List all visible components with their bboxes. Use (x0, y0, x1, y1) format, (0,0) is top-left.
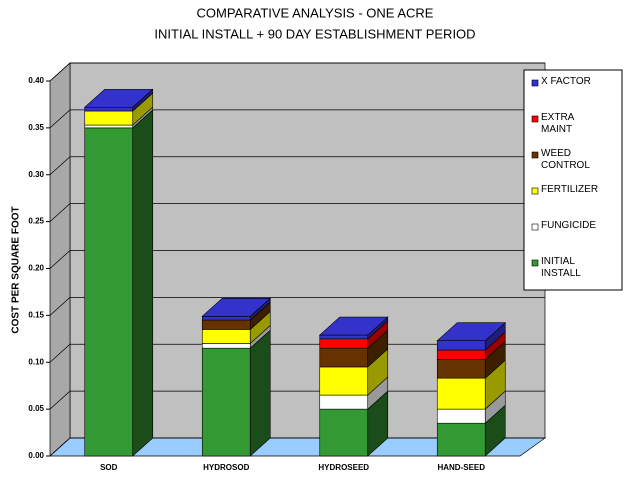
y-tick-label: 0.00 (28, 451, 44, 460)
legend-label: FUNGICIDE (541, 220, 596, 231)
legend-label-box: EXTRA MAINT (541, 112, 574, 135)
legend-swatch (531, 151, 539, 159)
bar-segment (84, 124, 134, 129)
bar-segment (436, 340, 486, 351)
grid-line (49, 109, 545, 129)
legend-label-box: FUNGICIDE (541, 220, 596, 231)
bar-segment (319, 394, 369, 410)
bar-segment (319, 347, 369, 368)
y-tick-label: 0.35 (28, 123, 44, 132)
bar-segment (319, 338, 369, 349)
grid-line (49, 203, 545, 222)
bar-segment (201, 329, 251, 344)
y-tick-label: 0.15 (28, 310, 44, 319)
bar-top (83, 88, 154, 108)
bar-segment (436, 359, 486, 379)
grid-line (49, 297, 545, 316)
bar-top (318, 316, 389, 336)
legend-swatch (531, 223, 539, 231)
legend-label: WEED CONTROL (541, 148, 590, 171)
bar-top (201, 298, 272, 317)
bar-segment (84, 110, 134, 126)
legend (523, 69, 623, 291)
legend-label: EXTRA MAINT (541, 112, 574, 135)
x-tick-label: SOD (100, 463, 118, 472)
y-tick-label: 0.10 (28, 357, 44, 366)
legend-label-box: FERTILIZER (541, 184, 599, 195)
grid-line (49, 62, 545, 82)
y-tick-label: 0.40 (28, 76, 44, 85)
chart-title: COMPARATIVE ANALYSIS - ONE ACRE (197, 5, 434, 20)
legend-label-box: INITIAL INSTALL (541, 256, 581, 279)
chart-subtitle: INITIAL INSTALL + 90 DAY ESTABLISHMENT P… (154, 26, 475, 41)
grid-line (49, 156, 545, 176)
bar-segment (319, 408, 369, 457)
bar-side (249, 329, 271, 457)
legend-swatch (531, 187, 539, 195)
x-tick-label: HYDROSEED (318, 463, 369, 472)
bar-segment (436, 349, 486, 360)
bar-segment (201, 347, 251, 457)
y-tick-label: 0.20 (28, 264, 44, 273)
legend-label-box: X FACTOR (541, 76, 591, 87)
y-axis-label: COST PER SQUARE FOOT (11, 206, 22, 333)
x-tick-label: HAND-SEED (437, 463, 485, 472)
bar-segment (201, 319, 251, 330)
legend-label-box: WEED CONTROL (541, 148, 590, 171)
grid-line (49, 250, 545, 269)
y-tick-label: 0.30 (28, 170, 44, 179)
bar-segment (319, 366, 369, 396)
legend-swatch (531, 259, 539, 267)
bar-top (436, 322, 507, 341)
legend-swatch (531, 115, 539, 123)
bar-segment (201, 316, 251, 321)
y-tick-label: 0.05 (28, 404, 44, 413)
bar-segment (84, 127, 134, 457)
bar-segment (84, 106, 134, 112)
legend-label: X FACTOR (541, 76, 591, 87)
y-tick-label: 0.25 (28, 217, 44, 226)
bar-segment (436, 422, 486, 457)
bar-segment (436, 408, 486, 424)
bar-segment (436, 377, 486, 410)
legend-label: FERTILIZER (541, 184, 599, 195)
legend-swatch (531, 79, 539, 87)
x-tick-label: HYDROSOD (203, 463, 249, 472)
legend-label: INITIAL INSTALL (541, 256, 581, 279)
bar-segment (201, 343, 251, 349)
bar-side (132, 109, 154, 457)
bar-segment (319, 334, 369, 340)
